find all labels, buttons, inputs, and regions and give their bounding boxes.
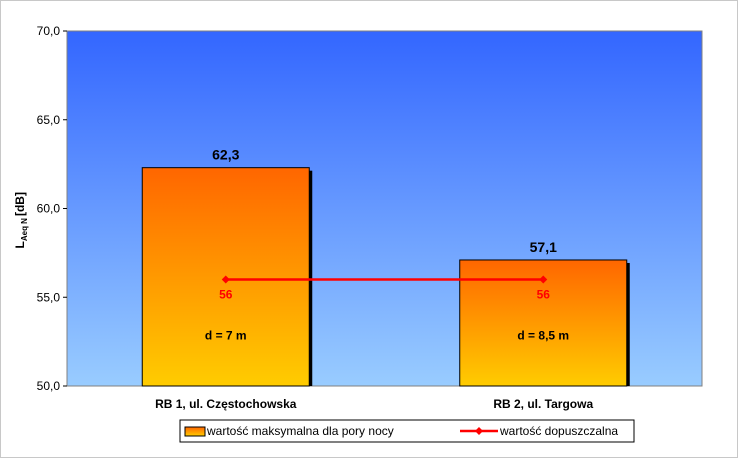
limit-value-label: 56 [219, 288, 233, 302]
y-axis-label: LAeq N [dB] [13, 192, 29, 248]
y-tick-label: 50,0 [37, 379, 61, 393]
legend-label-line: wartość dopuszczalna [499, 424, 618, 438]
bar-distance-label: d = 8,5 m [517, 328, 569, 342]
y-axis-label-subscript: Aeq N [20, 218, 29, 241]
limit-line-group: 56 56 [219, 275, 551, 302]
legend-box [179, 419, 635, 443]
category-labels: RB 1, ul. Częstochowska RB 2, ul. Targowa [155, 397, 593, 411]
bar-value-label: 62,3 [212, 147, 239, 163]
y-tick-label: 65,0 [37, 113, 61, 127]
y-axis-ticks: 50,0 55,0 60,0 65,0 70,0 [37, 24, 67, 393]
limit-marker [221, 275, 230, 284]
y-tick-label: 60,0 [37, 202, 61, 216]
category-label: RB 2, ul. Targowa [493, 397, 593, 411]
bar-distance-label: d = 7 m [205, 328, 247, 342]
y-axis-label-unit: [dB] [13, 192, 27, 216]
bar-value-label: 57,1 [530, 239, 557, 255]
limit-value-label: 56 [537, 288, 551, 302]
legend-label-bar: wartość maksymalna dla pory nocy [206, 424, 394, 438]
category-label: RB 1, ul. Częstochowska [155, 397, 297, 411]
legend-marker [475, 427, 483, 435]
y-axis-label-main: L [13, 241, 27, 248]
limit-marker [539, 275, 548, 284]
legend-swatch-bar [184, 426, 206, 437]
legend: wartość maksymalna dla pory nocy wartość… [179, 419, 635, 443]
y-tick-label: 55,0 [37, 290, 61, 304]
y-tick-label: 70,0 [37, 24, 61, 38]
